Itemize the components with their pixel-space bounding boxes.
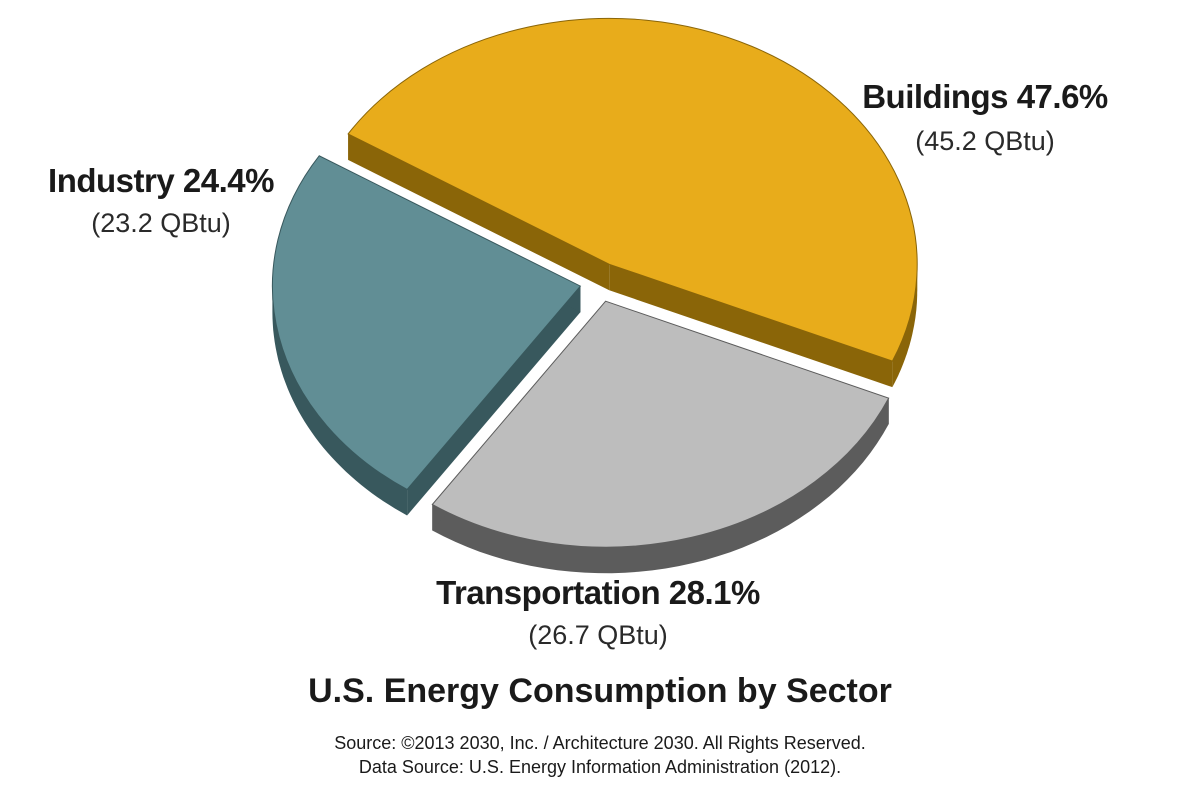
pie-slice-side-transportation [432, 398, 889, 574]
pie-slice-side-industry [272, 286, 408, 516]
slice-label-buildings: Buildings 47.6% [862, 78, 1108, 115]
slices [271, 17, 918, 574]
chart-title: U.S. Energy Consumption by Sector [308, 672, 892, 710]
pie-slice-wall-buildings-1 [609, 264, 893, 388]
slice-sub-transportation: (26.7 QBtu) [528, 620, 668, 650]
pie-slice-wall-industry-0 [407, 286, 581, 516]
pie-slice-transportation [431, 300, 890, 548]
slice-label-transportation: Transportation 28.1% [436, 574, 760, 611]
slice-label-industry: Industry 24.4% [48, 162, 274, 199]
pie-slice-industry [271, 155, 582, 491]
slice-sub-industry: (23.2 QBtu) [91, 208, 231, 238]
pie-slice-buildings [347, 17, 918, 362]
pie-slice-wall-buildings-0 [348, 133, 610, 291]
pie-slice-side-buildings [892, 264, 918, 388]
source-credit: Source: ©2013 2030, Inc. / Architecture … [334, 733, 866, 753]
slice-sub-buildings: (45.2 QBtu) [915, 126, 1055, 156]
data-source-credit: Data Source: U.S. Energy Information Adm… [358, 757, 842, 777]
